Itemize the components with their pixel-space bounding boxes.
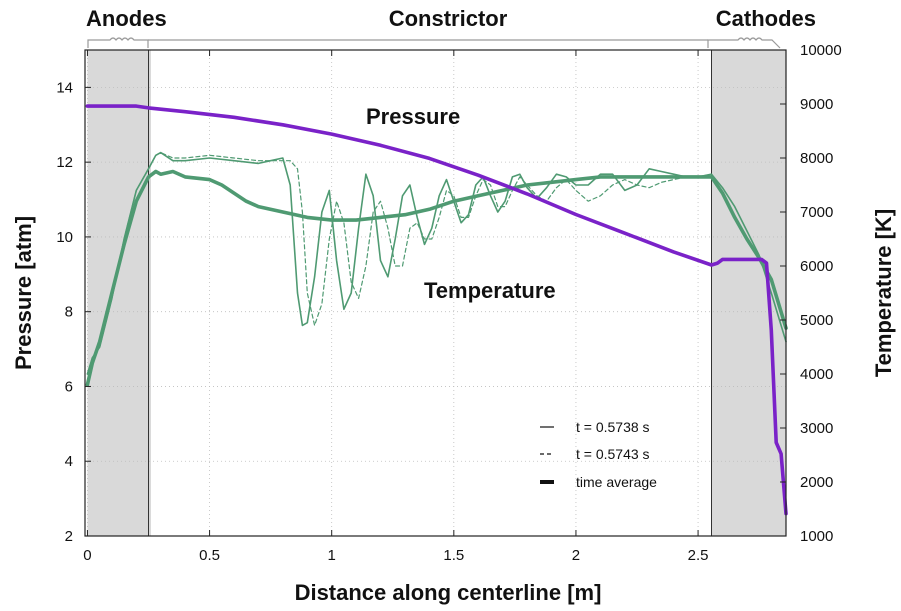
cathodes-bracket xyxy=(707,37,781,49)
y-right-tick-label-7: 8000 xyxy=(800,150,833,167)
y-right-tick-label-3: 4000 xyxy=(800,366,833,383)
region-label-constrictor: Constrictor xyxy=(389,6,508,31)
y-left-tick-label-5: 12 xyxy=(56,154,73,171)
legend: t = 0.5738 s t = 0.5743 s time average xyxy=(540,419,657,490)
anode-region-shading xyxy=(87,50,151,536)
y-left-tick-label-3: 8 xyxy=(65,304,73,321)
y-right-tick-label-5: 6000 xyxy=(800,258,833,275)
region-label-cathodes: Cathodes xyxy=(716,6,816,31)
y-left-tick-label-1: 4 xyxy=(65,453,73,470)
anodes-bracket xyxy=(87,37,149,48)
annotation-temperature: Temperature xyxy=(424,278,556,303)
y-left-tick-labels: 2 4 6 8 10 12 14 xyxy=(56,79,73,545)
legend-entry-2: t = 0.5743 s xyxy=(576,446,650,462)
y-right-tick-label-6: 7000 xyxy=(800,204,833,221)
y-right-tick-label-8: 9000 xyxy=(800,96,833,113)
temperature-line-t05738 xyxy=(86,151,787,375)
x-tick-label-4: 2 xyxy=(572,547,580,564)
x-tick-label-0: 0 xyxy=(83,547,91,564)
y-left-tick-label-2: 6 xyxy=(65,378,73,395)
temperature-line-t05743 xyxy=(86,152,713,375)
x-tick-labels: 0 0.5 1 1.5 2 2.5 xyxy=(83,547,708,564)
temperature-line-time-average xyxy=(85,169,788,387)
region-label-anodes: Anodes xyxy=(86,6,167,31)
tick-marks xyxy=(85,49,786,537)
y-axis-label-right: Temperature [K] xyxy=(871,209,896,377)
legend-entry-3: time average xyxy=(576,474,657,490)
x-tick-label-1: 0.5 xyxy=(199,547,220,564)
region-brackets xyxy=(87,37,781,49)
y-left-tick-label-4: 10 xyxy=(56,229,73,246)
x-tick-label-3: 1.5 xyxy=(443,547,464,564)
y-right-tick-labels: 1000 2000 3000 4000 5000 6000 7000 8000 9000 1000… xyxy=(800,42,842,545)
y-axis-label-left: Pressure [atm] xyxy=(11,216,36,370)
plot-frame xyxy=(84,49,787,537)
x-tick-label-5: 2.5 xyxy=(688,547,709,564)
x-tick-label-2: 1 xyxy=(328,547,336,564)
series-layer xyxy=(85,104,788,516)
annotation-pressure: Pressure xyxy=(366,104,460,129)
x-axis-label: Distance along centerline [m] xyxy=(295,580,602,605)
y-left-tick-label-6: 14 xyxy=(56,79,73,96)
pressure-line xyxy=(85,104,788,516)
legend-entry-1: t = 0.5738 s xyxy=(576,419,650,435)
y-right-tick-label-9: 10000 xyxy=(800,42,842,59)
y-right-tick-label-2: 3000 xyxy=(800,420,833,437)
y-right-tick-label-0: 1000 xyxy=(800,528,833,545)
y-left-tick-label-0: 2 xyxy=(65,528,73,545)
y-right-tick-label-4: 5000 xyxy=(800,312,833,329)
y-right-tick-label-1: 2000 xyxy=(800,474,833,491)
